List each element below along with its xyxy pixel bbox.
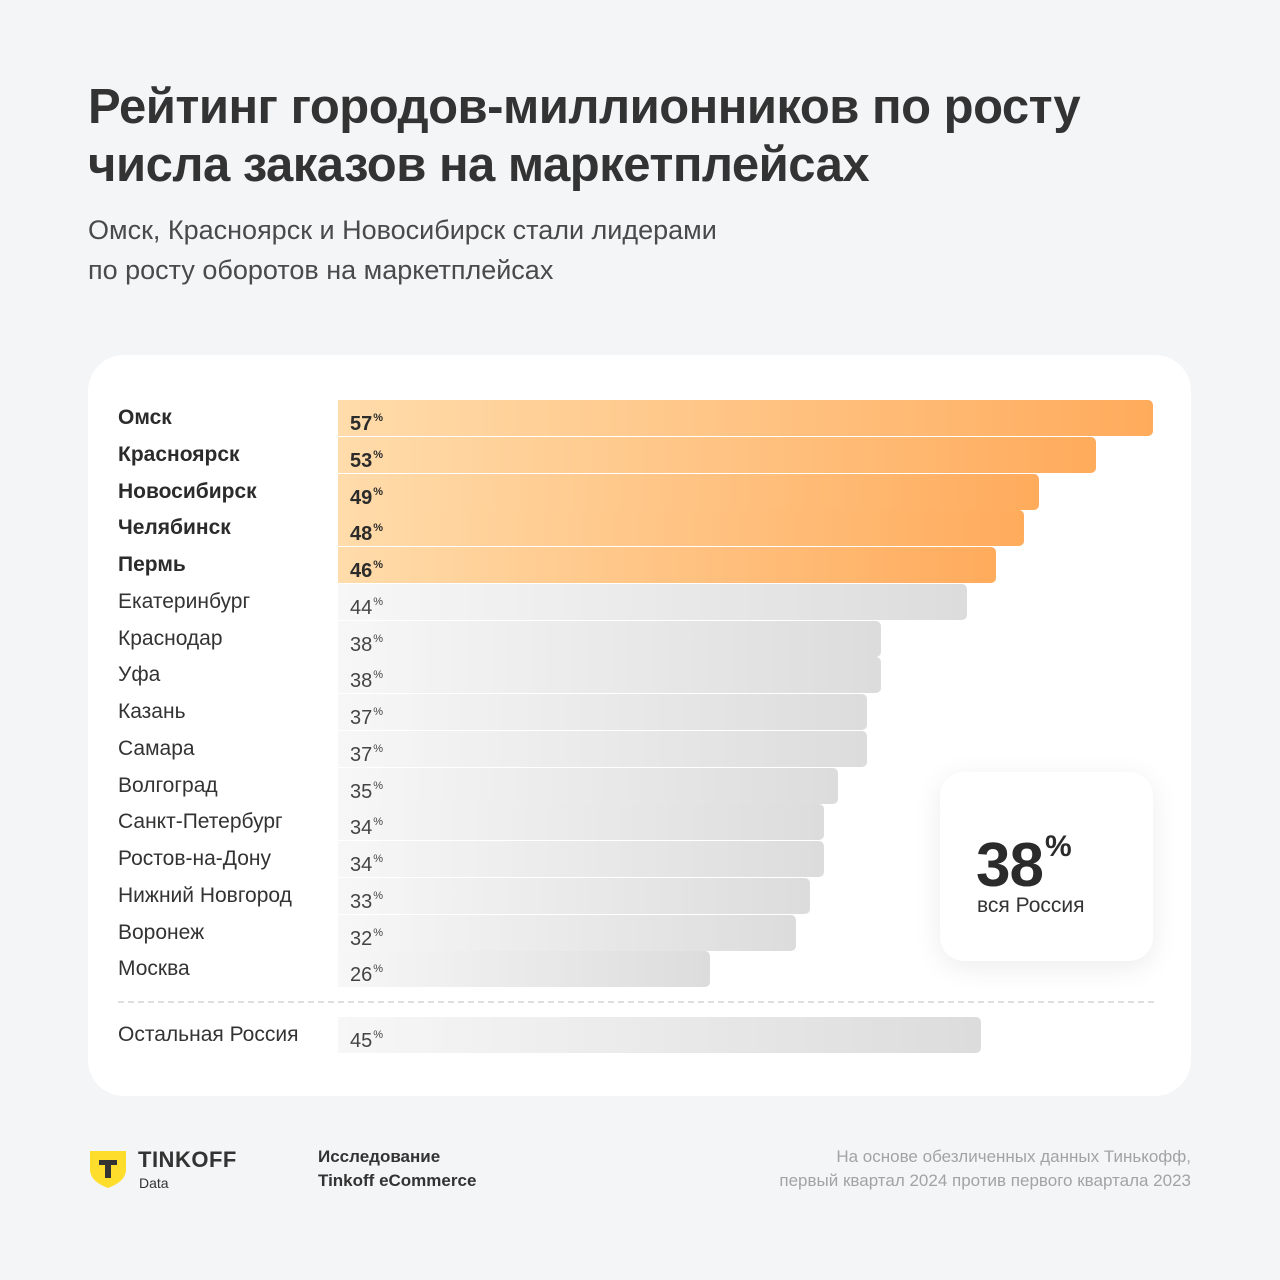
bar xyxy=(338,620,882,657)
chart-card: Омск 57% Красноярск 53% Новосибирск 49% Челяби… xyxy=(88,355,1191,1096)
bar-row: Санкт-Петербург 34% xyxy=(88,804,1191,841)
bar-row: Краснодар 38% xyxy=(88,620,1191,657)
page-subtitle: Омск, Красноярск и Новосибирск стали лид… xyxy=(88,210,888,290)
city-label: Пермь xyxy=(118,553,186,576)
source-line-2: первый квартал 2024 против первого кварт… xyxy=(779,1171,1191,1190)
bar-value-label: 46% xyxy=(350,559,384,582)
bar xyxy=(338,730,868,767)
bar-value-label: 34% xyxy=(350,816,384,840)
city-label: Ростов-на-Дону xyxy=(118,847,271,870)
logo-wordmark: TINKOFF xyxy=(138,1147,237,1172)
chart-divider xyxy=(118,1001,1154,1003)
bar-row: Екатеринбург 44% xyxy=(88,583,1191,620)
city-label: Москва xyxy=(118,957,190,981)
bar xyxy=(338,510,1025,547)
bar-chart: Омск 57% Красноярск 53% Новосибирск 49% Челяби… xyxy=(88,355,1191,1096)
bar xyxy=(338,914,796,951)
bar-value-label: 44% xyxy=(350,595,384,619)
total-russia-value: 38% xyxy=(976,830,1072,900)
bar-value-label: 35% xyxy=(350,779,384,803)
title-line-2: числа заказов на маркетплейсах xyxy=(88,138,870,192)
city-label: Санкт-Петербург xyxy=(118,810,283,834)
bar-value-label: 34% xyxy=(350,853,384,876)
bar-row: Воронеж 32% xyxy=(88,914,1191,951)
title-line-1: Рейтинг городов-миллионников по росту xyxy=(88,80,1081,134)
tinkoff-data-logo: TINKOFF Data xyxy=(88,1145,288,1205)
bar xyxy=(338,547,996,583)
bar-value-label: 38% xyxy=(350,669,384,693)
bar xyxy=(338,841,825,877)
subtitle-line-2: по росту оборотов на маркетплейсах xyxy=(88,255,554,285)
bar-row: Омск 57% xyxy=(88,400,1191,436)
bar-row: Нижний Новгород 33% xyxy=(88,877,1191,914)
bar xyxy=(338,1017,982,1053)
city-label: Красноярск xyxy=(118,442,240,466)
subtitle-line-1: Омск, Красноярск и Новосибирск стали лид… xyxy=(88,215,717,245)
bar xyxy=(338,694,868,730)
source-line-1: На основе обезличенных данных Тинькофф, xyxy=(836,1147,1191,1166)
bar xyxy=(338,657,882,694)
city-label: Екатеринбург xyxy=(118,589,251,613)
logo-subtitle: Data xyxy=(139,1175,169,1191)
city-label: Новосибирск xyxy=(118,479,257,503)
page-title: Рейтинг городов-миллионников по росту чи… xyxy=(88,78,1208,194)
study-credit: Исследование Tinkoff eCommerce xyxy=(318,1145,578,1193)
source-note: На основе обезличенных данных Тинькофф, … xyxy=(671,1145,1191,1193)
bar-row: Москва 26% xyxy=(88,951,1191,988)
bar xyxy=(338,436,1096,473)
city-label: Уфа xyxy=(118,663,161,687)
study-line-1: Исследование xyxy=(318,1147,441,1166)
city-label: Воронеж xyxy=(118,920,205,944)
bar-row: Казань 37% xyxy=(88,694,1191,730)
bar-value-label: 38% xyxy=(350,632,384,656)
city-label: Челябинск xyxy=(118,516,231,540)
bar-value-label: 32% xyxy=(350,926,384,950)
total-russia-box: 38% вся Россия xyxy=(940,772,1153,961)
bar-row: Челябинск 48% xyxy=(88,510,1191,547)
bar-value-label: 49% xyxy=(350,485,384,509)
bar-value-label: 57% xyxy=(350,412,384,435)
bar-row: Остальная Россия 45% xyxy=(88,1017,1191,1053)
bar xyxy=(338,951,710,988)
bar-value-label: 48% xyxy=(350,522,384,546)
study-line-2: Tinkoff eCommerce xyxy=(318,1171,477,1190)
bar xyxy=(338,877,810,914)
bar-row: Ростов-на-Дону 34% xyxy=(88,841,1191,877)
bar-value-label: 37% xyxy=(350,742,384,766)
bar xyxy=(338,400,1153,436)
bar xyxy=(338,804,825,841)
bar-row: Новосибирск 49% xyxy=(88,473,1191,510)
tinkoff-shield-icon xyxy=(90,1151,126,1188)
total-russia-label: вся Россия xyxy=(977,894,1085,917)
bar-value-label: 37% xyxy=(350,706,384,729)
bar-row: Волгоград 35% xyxy=(88,767,1191,804)
bar-row: Самара 37% xyxy=(88,730,1191,767)
city-label: Самара xyxy=(118,736,195,760)
bar-row: Уфа 38% xyxy=(88,657,1191,694)
bar-row: Красноярск 53% xyxy=(88,436,1191,473)
city-label: Нижний Новгород xyxy=(118,883,292,907)
bar-value-label: 26% xyxy=(350,963,384,987)
bar-value-label: 45% xyxy=(350,1029,384,1052)
bar-value-label: 53% xyxy=(350,448,384,472)
bar xyxy=(338,473,1039,510)
bar xyxy=(338,767,839,804)
city-label: Остальная Россия xyxy=(118,1023,299,1046)
bar xyxy=(338,583,968,620)
city-label: Омск xyxy=(118,406,172,429)
bar-row: Пермь 46% xyxy=(88,547,1191,583)
city-label: Казань xyxy=(118,700,186,723)
bar-value-label: 33% xyxy=(350,889,384,913)
city-label: Краснодар xyxy=(118,626,223,650)
city-label: Волгоград xyxy=(118,773,218,797)
